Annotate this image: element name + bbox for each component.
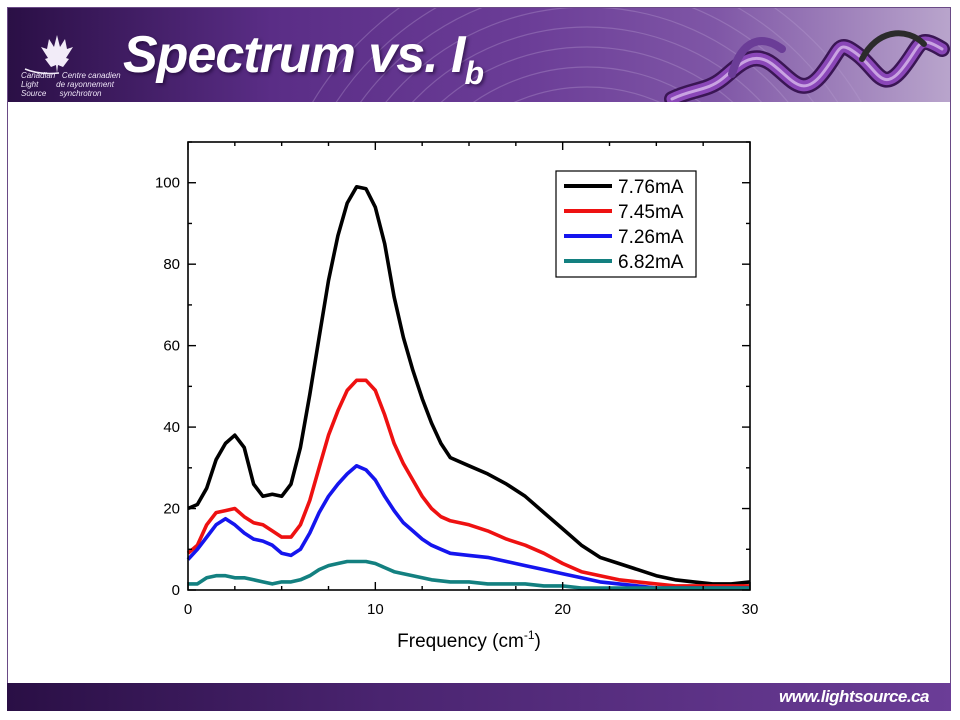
series-line-0 bbox=[187, 185, 751, 586]
plot-lines bbox=[186, 185, 751, 590]
spectrum-chart: 0 10 20 30 0 20 40 60 80 100 7.76mA 7.45mA 7.26mA 6.… bbox=[120, 125, 780, 670]
x-tick-label: 0 bbox=[184, 601, 192, 618]
header-arc-decoration bbox=[312, 7, 862, 102]
header-band: Canadian Centre canadien Light de rayonn… bbox=[7, 7, 951, 102]
footer-url[interactable]: www.lightsource.ca bbox=[778, 687, 930, 706]
y-tick-label: 80 bbox=[163, 256, 180, 273]
protein-ribbon-image bbox=[664, 30, 950, 102]
maple-leaf-logo-icon bbox=[24, 35, 73, 75]
y-tick-label: 20 bbox=[163, 501, 180, 518]
legend-label: 7.26mA bbox=[618, 227, 684, 248]
x-tick-label: 20 bbox=[554, 601, 571, 618]
y-tick-label: 60 bbox=[163, 338, 180, 355]
legend-label: 6.82mA bbox=[618, 252, 684, 273]
y-tick-label: 40 bbox=[163, 419, 180, 436]
legend-label: 7.45mA bbox=[618, 202, 684, 223]
logo-text: Canadian Centre canadien Light de rayonn… bbox=[21, 71, 121, 98]
series-line-3 bbox=[188, 559, 750, 590]
footer-band: www.lightsource.ca bbox=[7, 683, 951, 711]
axis-ticks: 0 10 20 30 0 20 40 60 80 100 bbox=[155, 141, 759, 618]
series-line-1 bbox=[186, 378, 750, 588]
x-tick-label: 30 bbox=[742, 601, 759, 618]
x-axis-label: Frequency (cm-1) bbox=[397, 628, 541, 652]
series-line-2 bbox=[186, 464, 750, 590]
slide-title-subscript: b bbox=[464, 55, 484, 91]
slide-title: Spectrum vs. Ib bbox=[123, 25, 484, 91]
slide-title-main: Spectrum vs. I bbox=[123, 26, 465, 84]
y-tick-label: 100 bbox=[155, 175, 180, 192]
x-tick-label: 10 bbox=[367, 601, 384, 618]
y-tick-label: 0 bbox=[172, 582, 180, 599]
spectrum-chart-svg: 0 10 20 30 0 20 40 60 80 100 7.76mA 7.45mA 7.26mA 6.… bbox=[155, 141, 759, 652]
legend-label: 7.76mA bbox=[618, 177, 684, 198]
legend: 7.76mA 7.45mA 7.26mA 6.82mA bbox=[555, 170, 697, 278]
